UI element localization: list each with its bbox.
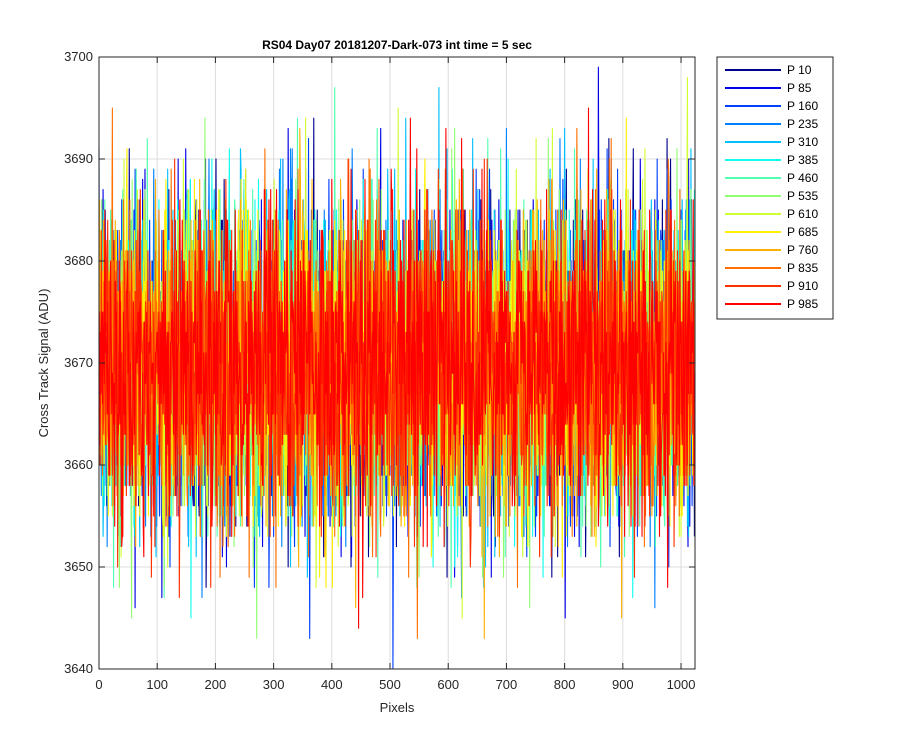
x-tick-label: 1000 — [667, 677, 696, 692]
x-tick-label: 600 — [437, 677, 459, 692]
legend-label: P 685 — [787, 225, 818, 239]
legend-label: P 610 — [787, 207, 818, 221]
x-tick-label: 100 — [146, 677, 168, 692]
x-tick-label: 700 — [496, 677, 518, 692]
legend-label: P 460 — [787, 171, 818, 185]
legend-box — [716, 56, 834, 320]
legend: P 10 P 85 P 160 P 235 P 310 P 385 P 460 P 535 P … — [716, 56, 834, 320]
x-tick-label: 500 — [379, 677, 401, 692]
legend-label: P 310 — [787, 135, 818, 149]
y-tick-label: 3650 — [64, 559, 93, 574]
x-tick-label: 200 — [205, 677, 227, 692]
y-tick-label: 3640 — [64, 661, 93, 676]
axis-ticks: 0 100 200 300 400 500 600 700 800 900 1000 3640 3650… — [64, 49, 695, 692]
y-tick-label: 3670 — [64, 355, 93, 370]
x-axis-label: Pixels — [380, 700, 415, 715]
chart-title: RS04 Day07 20181207-Dark-073 int time = … — [262, 38, 532, 52]
legend-label: P 535 — [787, 189, 818, 203]
y-tick-label: 3660 — [64, 457, 93, 472]
x-tick-label: 300 — [263, 677, 285, 692]
legend-label: P 85 — [787, 81, 812, 95]
legend-label: P 835 — [787, 261, 818, 275]
legend-label: P 160 — [787, 99, 818, 113]
series-line-p-985 — [98, 107, 695, 629]
y-tick-label: 3700 — [64, 49, 93, 64]
legend-label: P 910 — [787, 279, 818, 293]
y-tick-label: 3690 — [64, 151, 93, 166]
series-layer — [98, 66, 695, 670]
y-tick-label: 3680 — [64, 253, 93, 268]
y-axis-label: Cross Track Signal (ADU) — [36, 289, 51, 438]
legend-label: P 235 — [787, 117, 818, 131]
x-tick-label: 800 — [554, 677, 576, 692]
legend-label: P 985 — [787, 297, 818, 311]
legend-label: P 760 — [787, 243, 818, 257]
x-tick-label: 900 — [612, 677, 634, 692]
legend-label: P 385 — [787, 153, 818, 167]
legend-label: P 10 — [787, 63, 812, 77]
x-tick-label: 0 — [95, 677, 102, 692]
x-tick-label: 400 — [321, 677, 343, 692]
